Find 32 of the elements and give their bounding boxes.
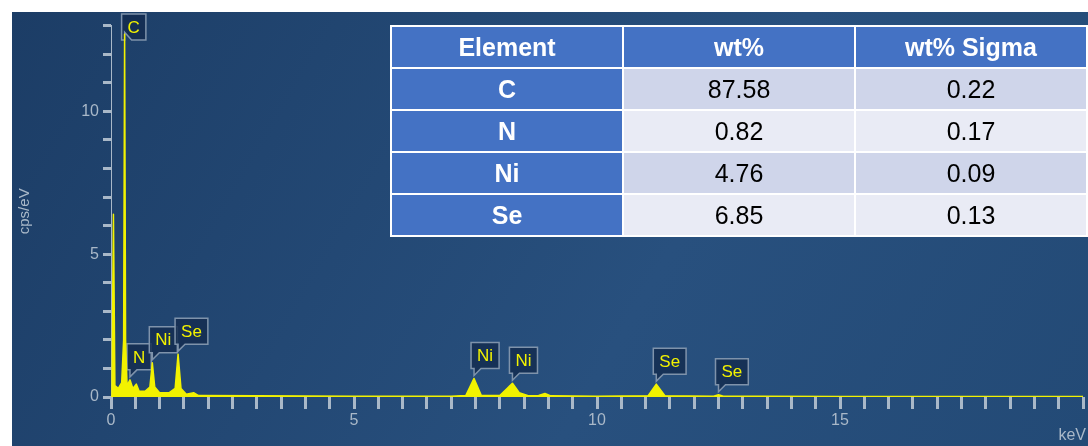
annotation: Ni [515,350,532,370]
annotation: N [132,347,146,367]
y-tick-label: 10 [81,101,100,119]
data-label: 0.22 [855,68,1087,110]
y-axis-title: cps/eV [15,188,33,235]
annotation: C [127,17,140,37]
data-label: 0.82 [623,110,855,152]
data-label: 0.13 [855,194,1087,236]
y-tick-label: 5 [90,244,100,262]
x-axis-title: keV [1058,426,1087,444]
annotation: Ni [155,330,172,350]
series-label: wt% Sigma [855,26,1087,68]
data-label: 87.58 [623,68,855,110]
series-label: wt% [623,26,855,68]
text: Element [391,26,624,68]
data-label: 0.09 [855,152,1087,194]
data-label: 0.17 [855,110,1087,152]
annotation: Ni [477,346,494,366]
data-label: 4.76 [623,152,855,194]
x-tick-label: 0 [106,411,116,429]
data-label: 6.85 [623,194,855,236]
x-tick-label: 5 [349,411,359,429]
annotation: Se [659,351,681,371]
annotation: Se [721,362,743,382]
category-label: N [391,110,624,152]
category-label: C [391,68,624,110]
y-tick-label: 0 [90,387,100,405]
category-label: Se [391,194,624,236]
x-tick-label: 15 [831,411,849,429]
annotation: Se [181,321,202,341]
x-tick-label: 10 [588,411,606,429]
category-label: Ni [391,152,624,194]
